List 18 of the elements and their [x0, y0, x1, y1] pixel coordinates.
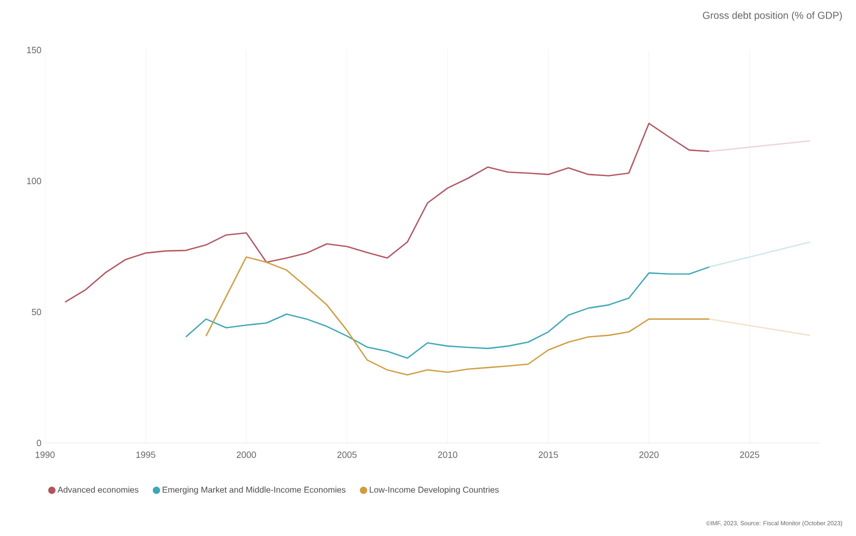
- x-tick-label: 2025: [740, 452, 760, 458]
- x-tick-label: 2000: [236, 452, 256, 458]
- x-tick-label: 2005: [337, 452, 357, 458]
- chart-subtitle: Gross debt position (% of GDP): [702, 12, 842, 21]
- x-tick-label: 1995: [136, 452, 156, 458]
- y-tick-label: 50: [32, 308, 42, 316]
- y-tick-label: 150: [27, 46, 42, 54]
- legend-label: Advanced economies: [58, 486, 138, 493]
- legend-label: Emerging Market and Middle-Income Economies: [162, 486, 346, 494]
- x-tick-label: 1990: [36, 452, 55, 458]
- legend-label: Low-Income Developing Countries: [370, 486, 499, 494]
- x-tick-label: 2015: [538, 452, 558, 458]
- line-series: [185, 266, 710, 359]
- y-tick-label: 0: [36, 440, 42, 446]
- line-series: [64, 122, 710, 303]
- x-tick-label: 2010: [438, 452, 458, 458]
- x-tick-label: 2020: [639, 452, 659, 458]
- y-tick-label: 100: [27, 178, 42, 184]
